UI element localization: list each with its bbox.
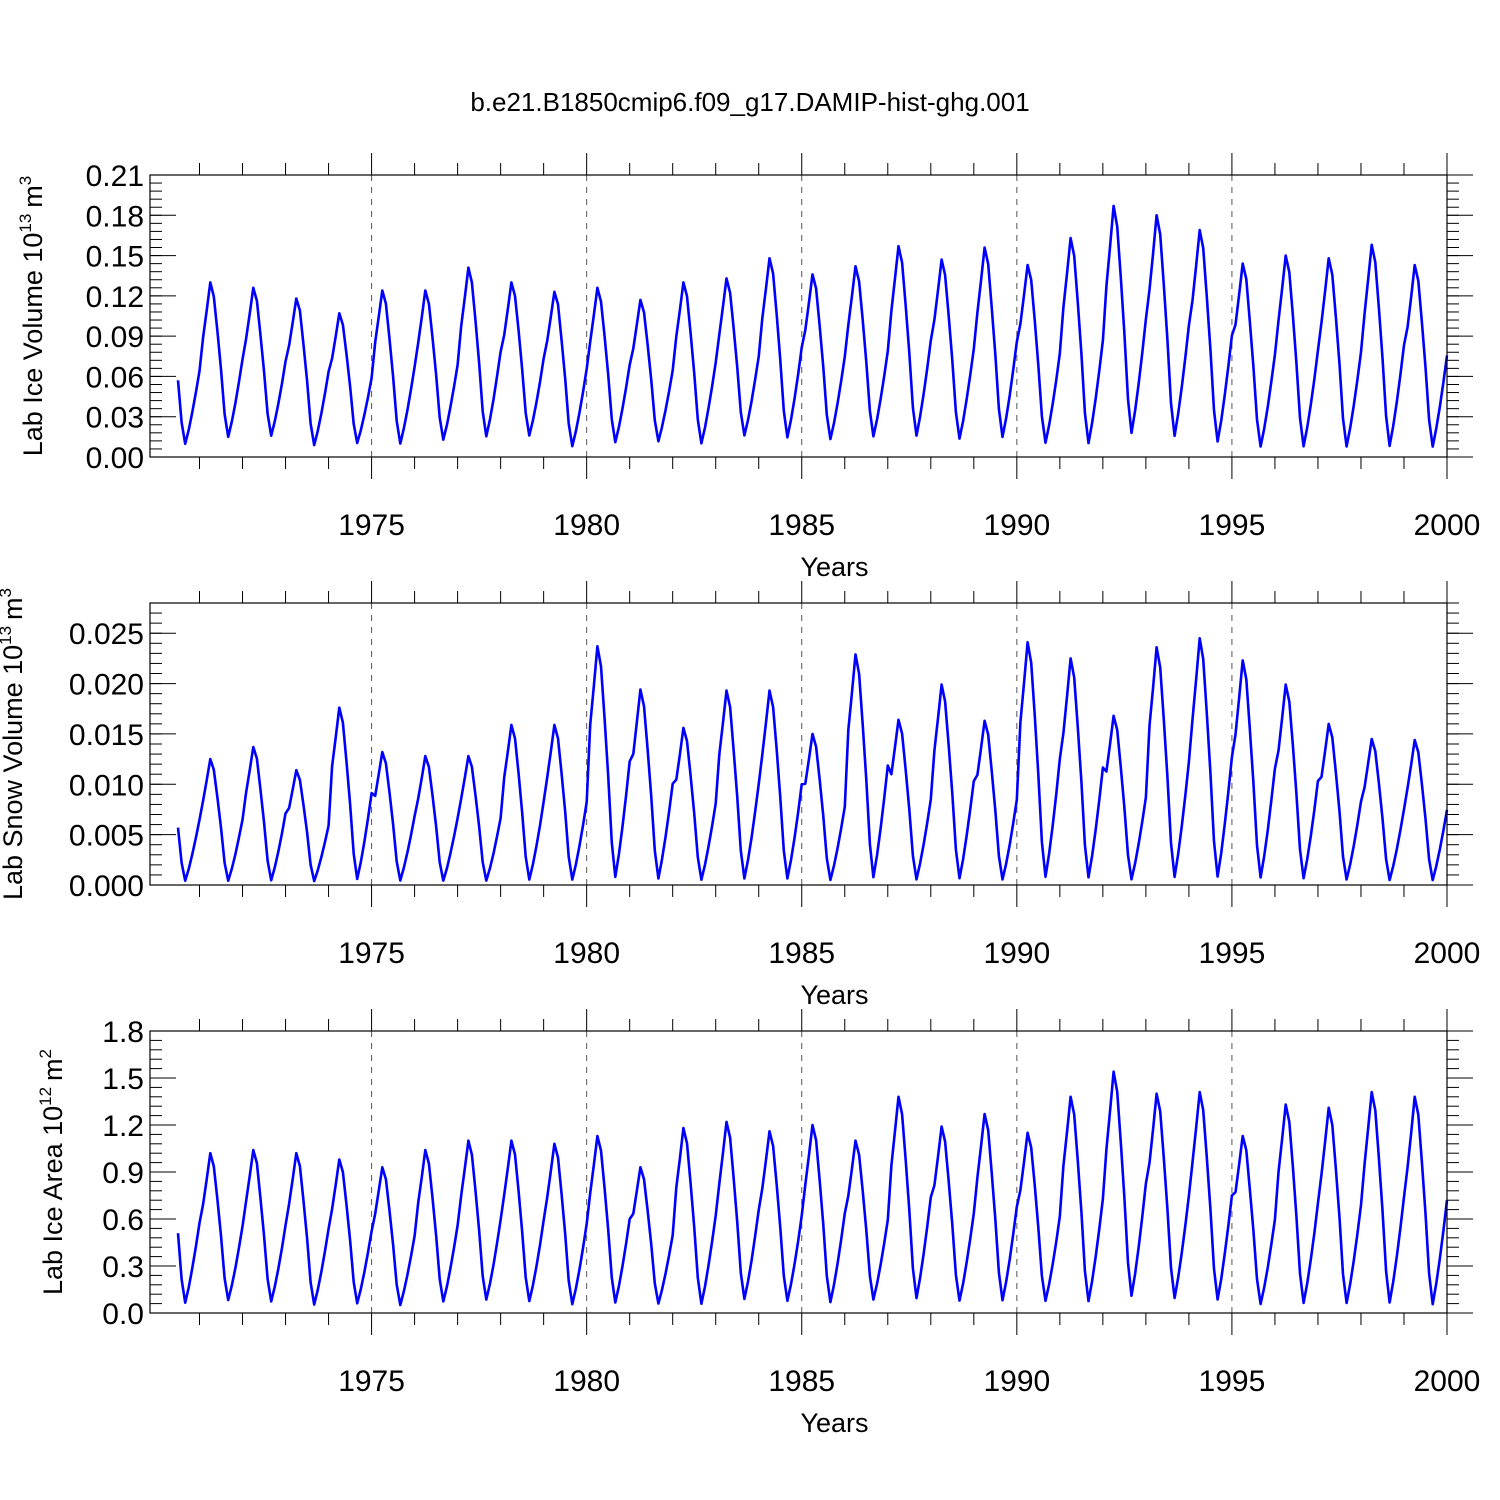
- x-tick-label: 1995: [1199, 1365, 1266, 1398]
- panel-snow-volume-xlabel: Years: [800, 980, 868, 1010]
- y-tick-label: 0.9: [102, 1157, 144, 1190]
- panel-ice-volume-xlabel: Years: [800, 552, 868, 582]
- y-tick-label: 1.2: [102, 1110, 144, 1143]
- x-tick-label: 2000: [1414, 1365, 1481, 1398]
- x-tick-label: 1990: [983, 937, 1050, 970]
- y-tick-label: 0.025: [69, 618, 144, 651]
- y-tick-label: 1.8: [102, 1016, 144, 1049]
- y-tick-label: 1.5: [102, 1063, 144, 1096]
- x-tick-label: 1990: [983, 1365, 1050, 1398]
- ylabel-exp: 12: [36, 1087, 55, 1106]
- panel-ice-area-xlabel: Years: [800, 1408, 868, 1438]
- y-tick-label: 0.015: [69, 719, 144, 752]
- panel-snow-volume-grid: [371, 603, 1233, 885]
- ylabel-exp: 13: [16, 214, 35, 233]
- panel-ice-area-ylabel: Lab Ice Area 1012​m2: [36, 1049, 68, 1295]
- ylabel-unit-exp: 3: [0, 588, 15, 597]
- panel-ice-volume: 0.00 0.03 0.06 0.09 0.12 0.15 0.18 0.21 1975 198…: [16, 153, 1480, 582]
- panel-ice-area: 0.00.30.60.91.21.51.8 1975 1980 1985 1990 19…: [36, 1009, 1480, 1438]
- ice-volume-series-line: [176, 204, 1449, 448]
- panel-ice-area-frame: [149, 1030, 1448, 1314]
- x-tick-label: 2000: [1414, 937, 1481, 970]
- panel-ice-area-ytick-labels: 0.0 0.3 0.6 0.9 1.2 1.5 1.8: [102, 1016, 144, 1331]
- y-tick-label: 0.010: [69, 769, 144, 802]
- chart-title: b.e21.B1850cmip6.f09_g17.DAMIP-hist-ghg.…: [470, 87, 1029, 117]
- panel-snow-volume-xtick-labels: 1975 1980 1985 1990 1995 2000: [338, 937, 1480, 970]
- x-tick-label: 2000: [1414, 509, 1481, 542]
- x-tick-label: 1985: [768, 937, 835, 970]
- panel-ice-area-ticks: [150, 1009, 1473, 1335]
- ylabel-main: Lab Snow Volume 10: [0, 645, 28, 900]
- ylabel-exp: 13: [0, 626, 15, 645]
- ylabel-unit: m: [18, 185, 48, 208]
- ylabel-unit: m: [38, 1058, 68, 1081]
- ylabel-unit-exp: 3: [16, 176, 35, 185]
- y-tick-label: 0.03: [86, 402, 144, 435]
- x-tick-label: 1980: [553, 1365, 620, 1398]
- ylabel-unit-exp: 2: [36, 1049, 55, 1058]
- y-tick-label: 0.0: [102, 1298, 144, 1331]
- panel-ice-volume-ytick-labels: 0.00 0.03 0.06 0.09 0.12 0.15 0.18 0.21: [86, 160, 144, 475]
- y-tick-label: 0.15: [86, 241, 144, 274]
- ylabel-main: Lab Ice Volume 10: [18, 233, 48, 457]
- ice-area-series-line: [176, 1070, 1449, 1307]
- y-tick-label: 0.3: [102, 1251, 144, 1284]
- x-tick-label: 1985: [768, 1365, 835, 1398]
- y-tick-label: 0.6: [102, 1204, 144, 1237]
- x-tick-label: 1995: [1199, 937, 1266, 970]
- y-tick-label: 0.00: [86, 442, 144, 475]
- ylabel-main: Lab Ice Area 10: [38, 1106, 68, 1295]
- panel-snow-volume-ylabel: Lab Snow Volume 1013​m3: [0, 588, 28, 900]
- x-tick-label: 1980: [553, 937, 620, 970]
- panel-snow-volume-frame: [149, 602, 1448, 886]
- y-tick-label: 0.020: [69, 669, 144, 702]
- y-tick-label: 0.21: [86, 160, 144, 193]
- y-tick-label: 0.06: [86, 361, 144, 394]
- x-tick-label: 1975: [338, 509, 405, 542]
- y-tick-label: 0.09: [86, 321, 144, 354]
- y-tick-label: 0.18: [86, 200, 144, 233]
- ylabel-unit: m: [0, 597, 28, 620]
- x-tick-label: 1980: [553, 509, 620, 542]
- x-tick-label: 1975: [338, 1365, 405, 1398]
- panel-snow-volume-ytick-labels: 0.000 0.005 0.010 0.015 0.020 0.025: [69, 618, 144, 903]
- panel-ice-volume-ticks: [150, 153, 1473, 479]
- y-tick-label: 0.000: [69, 870, 144, 903]
- panel-ice-volume-ylabel: Lab Ice Volume 1013​m3: [16, 176, 48, 457]
- x-tick-label: 1985: [768, 509, 835, 542]
- y-tick-label: 0.12: [86, 281, 144, 314]
- x-tick-label: 1975: [338, 937, 405, 970]
- y-tick-label: 0.005: [69, 820, 144, 853]
- panel-ice-volume-xtick-labels: 1975 1980 1985 1990 1995 2000: [338, 509, 1480, 542]
- panel-ice-volume-frame: [149, 174, 1448, 458]
- x-tick-label: 1990: [983, 509, 1050, 542]
- snow-volume-series-line: [176, 636, 1449, 883]
- panel-ice-area-grid: [371, 1031, 1233, 1313]
- x-tick-label: 1995: [1199, 509, 1266, 542]
- panel-ice-area-xtick-labels: 1975 1980 1985 1990 1995 2000: [338, 1365, 1480, 1398]
- panel-ice-volume-grid: [371, 175, 1233, 457]
